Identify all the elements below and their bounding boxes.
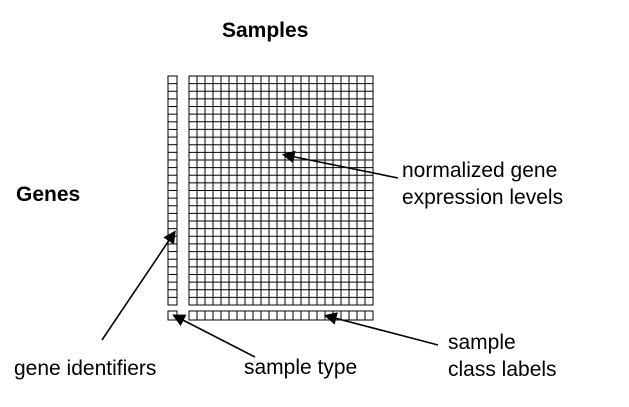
sample-type-arrow (172, 314, 256, 358)
expression-levels-label: normalized gene expression levels (402, 157, 563, 211)
samples-title: Samples (222, 19, 309, 42)
expression-matrix (188, 75, 374, 306)
sample-type-label: sample type (244, 356, 358, 379)
genes-title: Genes (16, 183, 81, 206)
gene-identifiers-label: gene identifiers (14, 357, 157, 380)
class-labels-label-line2: class labels (448, 358, 557, 381)
annotation-arrows (101, 150, 439, 358)
expression-levels-label-line1: normalized gene (402, 159, 558, 182)
gene-identifiers-arrow (101, 230, 176, 341)
class-labels-label: sample class labels (448, 329, 557, 383)
class-label-row-border (188, 310, 374, 321)
expression-levels-label-line2: expression levels (402, 186, 564, 209)
gene-identifier-column (167, 75, 178, 306)
class-labels-label-line1: sample (448, 331, 516, 354)
expression-levels-arrow (281, 150, 399, 179)
class-labels-arrow (323, 312, 439, 346)
class-label-row (188, 310, 374, 321)
